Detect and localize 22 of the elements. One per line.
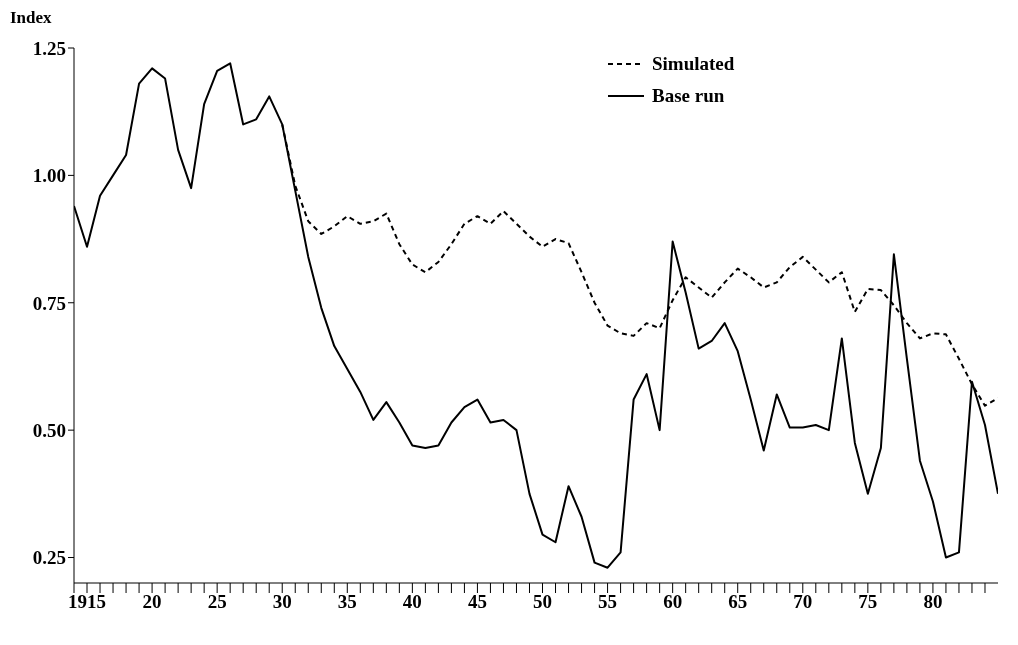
y-axis-title: Index (10, 8, 52, 28)
x-tick-label: 35 (337, 591, 357, 613)
x-tick-label: 45 (467, 591, 487, 613)
x-tick-label: 55 (598, 591, 618, 613)
y-tick-label: 1.00 (32, 165, 66, 187)
x-tick-label: 40 (402, 591, 422, 613)
x-tick-label: 30 (272, 591, 292, 613)
y-tick-label: 0.50 (32, 419, 66, 441)
x-tick-label: 20 (142, 591, 162, 613)
x-tick-label: 65 (728, 591, 748, 613)
legend-label: Base run (652, 84, 725, 108)
y-tick-label: 1.25 (32, 37, 66, 59)
x-tick-label: 60 (663, 591, 683, 613)
x-tick-label: 70 (793, 591, 813, 613)
x-tick-label: 1915 (68, 591, 107, 613)
x-tick-label: 25 (207, 591, 227, 613)
x-tick-label: 50 (533, 591, 553, 613)
legend-label: Simulated (652, 52, 735, 76)
x-tick-label: 75 (858, 591, 878, 613)
y-tick-label: 0.75 (32, 292, 66, 314)
x-tick-label: 80 (923, 591, 943, 613)
y-tick-label: 0.25 (32, 547, 66, 569)
